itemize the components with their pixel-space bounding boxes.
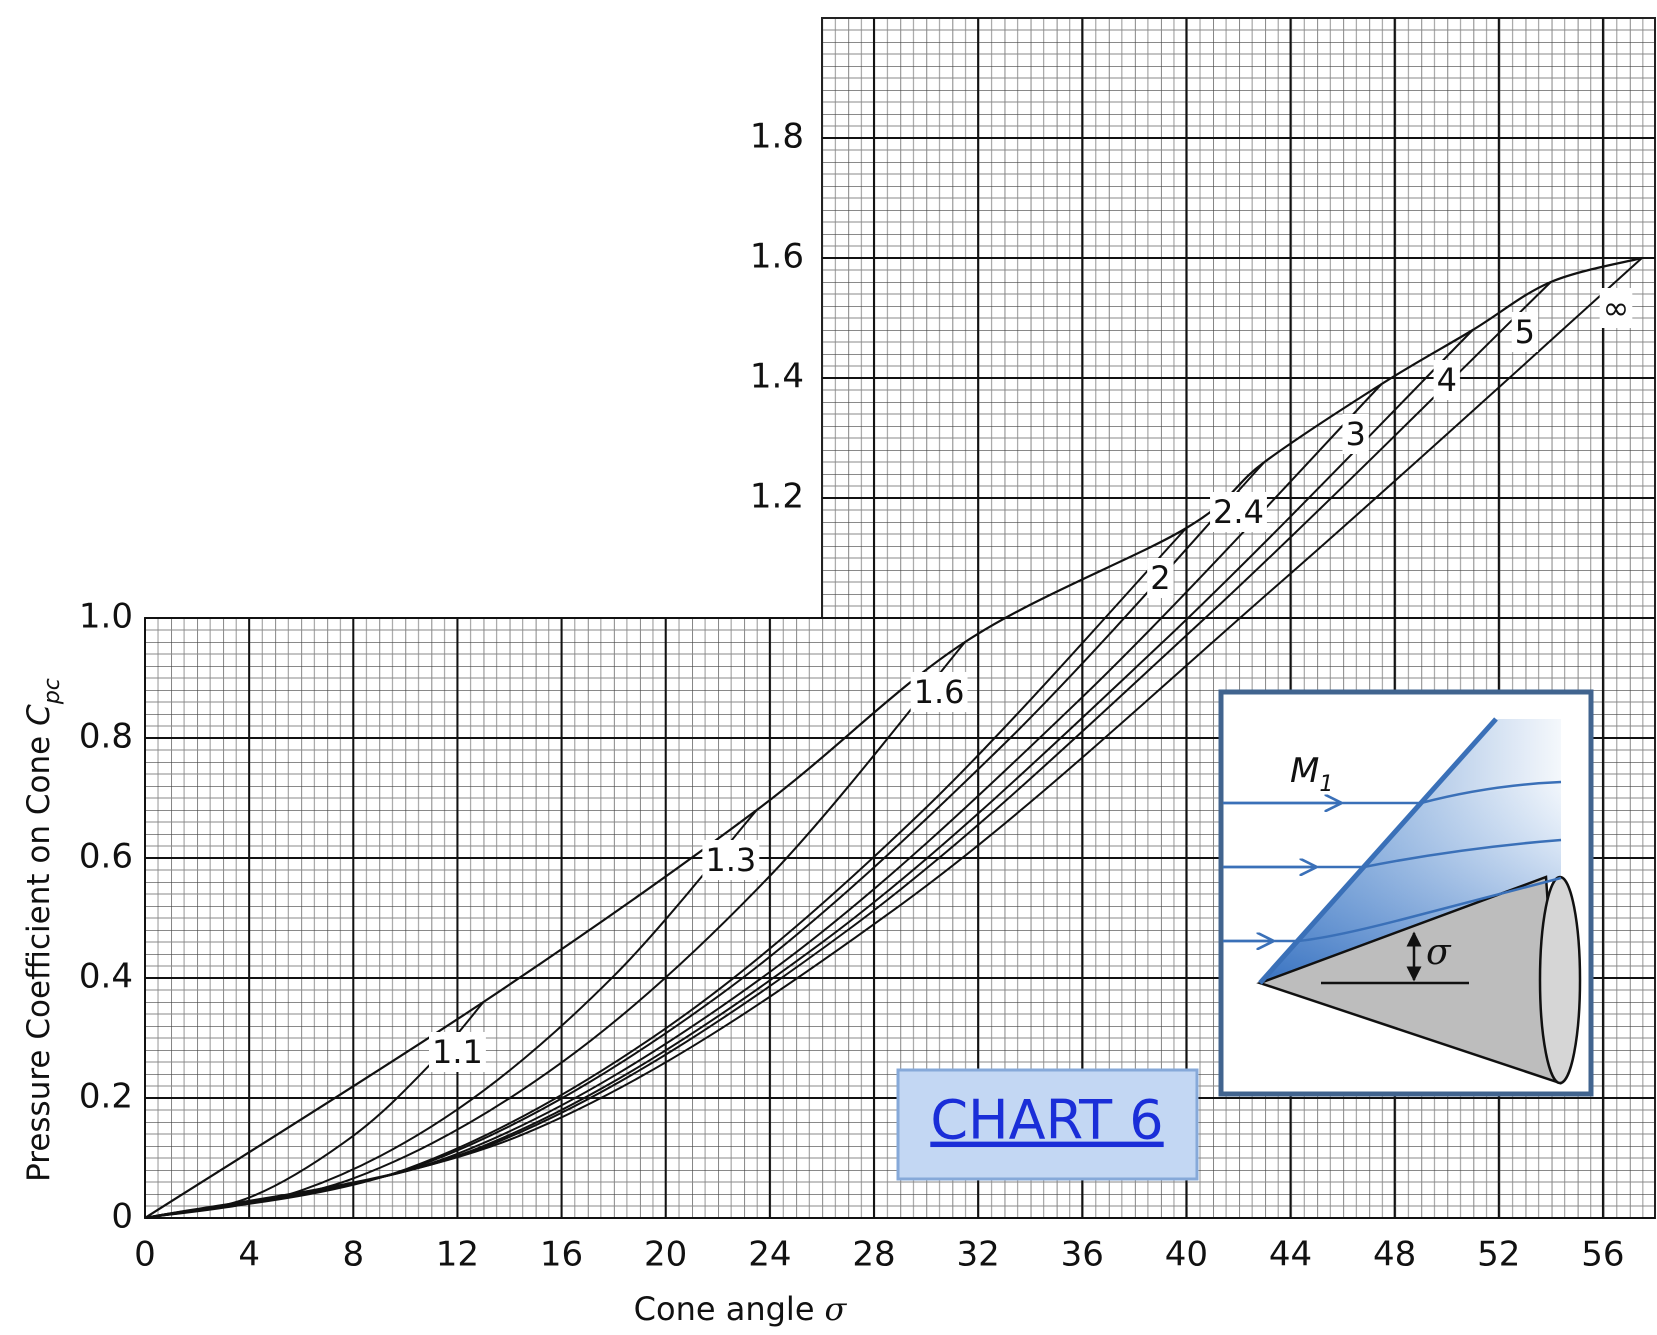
x-tick-label: 20 xyxy=(644,1235,687,1275)
y-tick-label: 0.6 xyxy=(79,837,133,877)
curve-label: 2 xyxy=(1150,559,1170,597)
inset-mach-symbol: M xyxy=(1290,751,1319,791)
curve-label: 1.3 xyxy=(705,841,756,879)
y-tick-label: 1.8 xyxy=(750,117,804,157)
y-tick-label: 0.2 xyxy=(79,1077,133,1117)
chart-link-text[interactable]: CHART 6 xyxy=(930,1089,1163,1152)
y-axis-title-text: Pressure Coefficient on Cone xyxy=(21,736,57,1182)
x-tick-label: 0 xyxy=(134,1235,156,1275)
y-axis-title: Pressure Coefficient on Cone Cpc xyxy=(21,678,65,1182)
x-tick-label: 56 xyxy=(1581,1235,1624,1275)
curve-label: ∞ xyxy=(1603,289,1630,327)
chart: 1.1 1.3 1.6 2 2.4 3 4 5 ∞ 0 0.2 0.4 0.6 0.8 1.0 1.2 1.4… xyxy=(0,0,1657,1335)
inset-mach-subscript: 1 xyxy=(1319,772,1333,797)
x-tick-label: 4 xyxy=(238,1235,260,1275)
chart-link[interactable]: CHART 6 xyxy=(898,1070,1197,1179)
x-axis-title-text: Cone angle xyxy=(634,1290,815,1328)
x-tick-label: 28 xyxy=(852,1235,895,1275)
y-tick-label: 0.8 xyxy=(79,717,133,757)
x-tick-label: 44 xyxy=(1269,1235,1312,1275)
inset-diagram: M1 σ xyxy=(1221,692,1591,1094)
x-tick-label: 24 xyxy=(748,1235,791,1275)
y-tick-label: 1.4 xyxy=(750,357,804,397)
curve-label: 1.1 xyxy=(432,1033,483,1071)
curve-label: 1.6 xyxy=(914,673,965,711)
y-tick-label: 0 xyxy=(111,1197,133,1237)
graph-paper xyxy=(145,618,822,1218)
x-tick-label: 12 xyxy=(436,1235,479,1275)
y-tick-label: 0.4 xyxy=(79,957,133,997)
curve-label: 5 xyxy=(1515,313,1535,351)
x-axis-title: Cone angle σ xyxy=(634,1290,848,1329)
y-tick-label: 1.0 xyxy=(79,597,133,637)
curve-label: 2.4 xyxy=(1213,493,1264,531)
x-tick-label: 52 xyxy=(1477,1235,1520,1275)
x-tick-label: 36 xyxy=(1061,1235,1104,1275)
inset-angle-label: σ xyxy=(1426,932,1452,973)
curve-label: 3 xyxy=(1345,415,1365,453)
x-tick-label: 16 xyxy=(540,1235,583,1275)
x-tick-label: 8 xyxy=(342,1235,364,1275)
x-tick-label: 32 xyxy=(956,1235,999,1275)
x-axis-symbol: σ xyxy=(825,1290,848,1328)
x-tick-label: 48 xyxy=(1373,1235,1416,1275)
y-tick-label: 1.6 xyxy=(750,237,804,277)
x-tick-label: 40 xyxy=(1165,1235,1208,1275)
curve-label: 4 xyxy=(1437,361,1457,399)
y-axis-symbol: C xyxy=(21,704,57,726)
page: 1.1 1.3 1.6 2 2.4 3 4 5 ∞ 0 0.2 0.4 0.6 0.8 1.0 1.2 1.4… xyxy=(0,0,1657,1335)
y-axis-subscript: pc xyxy=(40,678,65,705)
y-tick-label: 1.2 xyxy=(750,477,804,517)
